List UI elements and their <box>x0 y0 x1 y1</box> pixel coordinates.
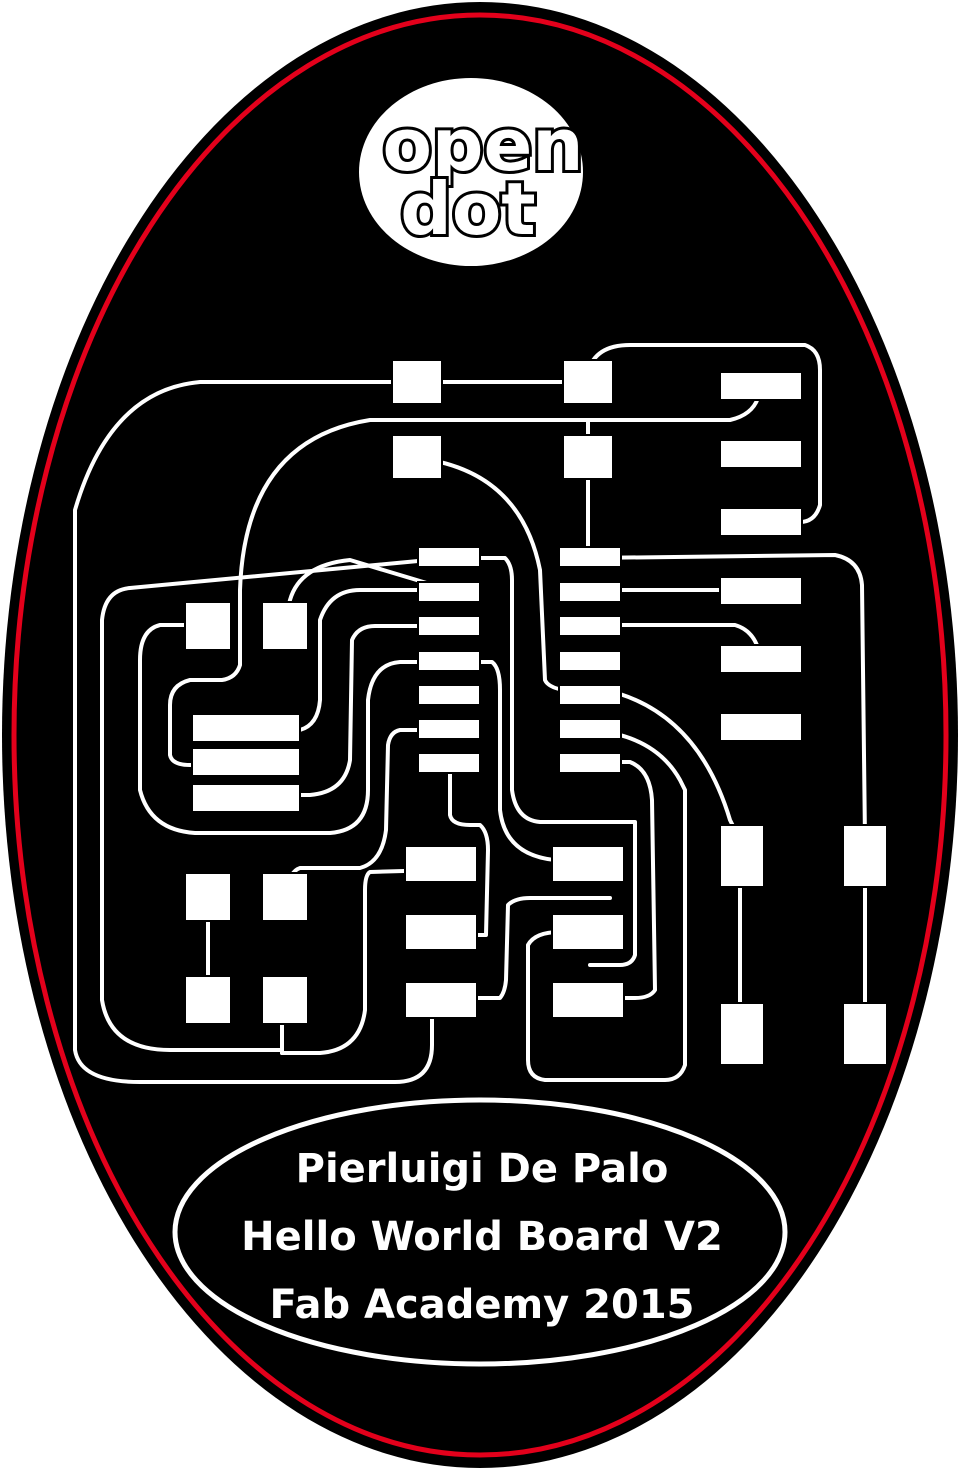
logo-line-open: open <box>382 103 583 187</box>
pcb-pads <box>184 359 888 1066</box>
badge-red-ring <box>11 12 949 1458</box>
opendot-logo: open dot <box>359 78 587 266</box>
caption-author: Pierluigi De Palo <box>296 1146 669 1192</box>
caption-project: Hello World Board V2 <box>241 1214 723 1260</box>
caption-plate: Pierluigi De Palo Hello World Board V2 F… <box>172 1097 788 1367</box>
logo-line-dot: dot <box>400 167 535 251</box>
caption-course: Fab Academy 2015 <box>270 1282 695 1328</box>
